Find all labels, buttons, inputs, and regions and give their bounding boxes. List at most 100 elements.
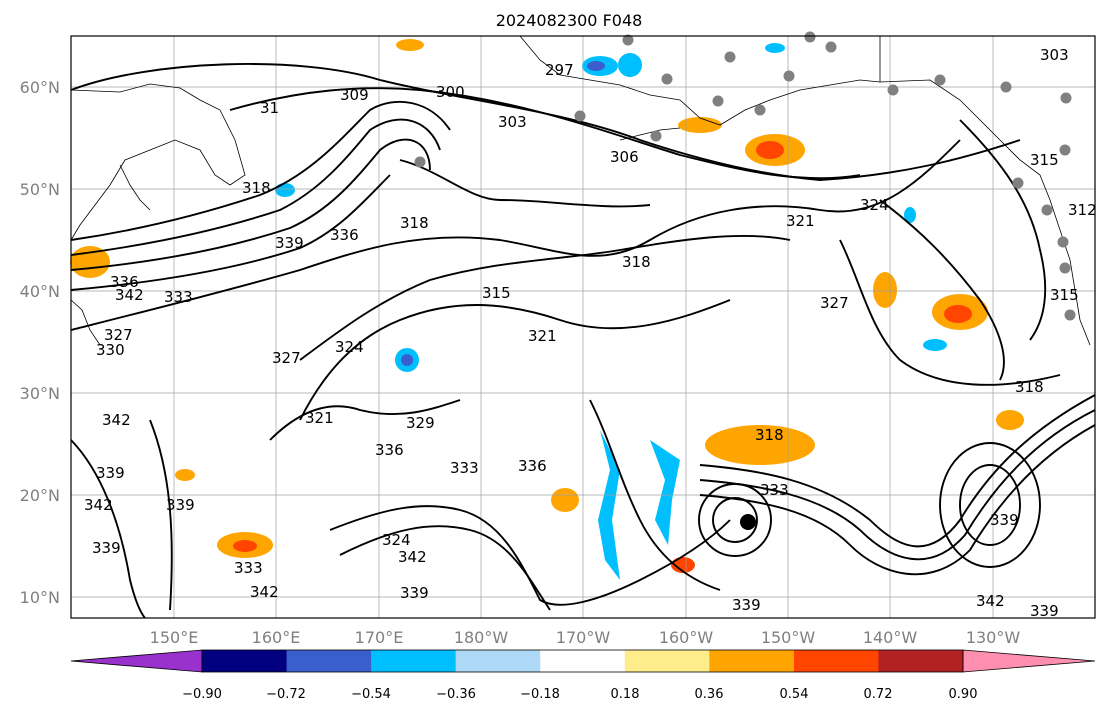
contour-label: 324 [860, 196, 889, 214]
contour-line [839, 239, 1061, 386]
contour-line [959, 119, 1047, 341]
station-marker [414, 156, 426, 168]
colorbar [70, 649, 1096, 673]
contour-label: 297 [545, 61, 574, 79]
contour-label: 315 [482, 284, 511, 302]
shading-layer [70, 39, 1024, 580]
coastlines [70, 35, 1091, 346]
station-marker [574, 110, 586, 122]
shade-patch [275, 183, 295, 197]
lon-label: 170°W [556, 628, 611, 647]
contour-label: 31 [260, 99, 279, 117]
colorbar-segment [793, 650, 879, 672]
colorbar-tick-label: 0.18 [611, 687, 640, 702]
shade-patch [587, 61, 605, 71]
station-marker [1000, 81, 1012, 93]
contour-line [299, 299, 731, 421]
contour-label: 303 [1040, 46, 1069, 64]
contour-label: 342 [250, 583, 279, 601]
colorbar-tick-label: −0.72 [266, 687, 306, 702]
contour-label: 339 [96, 464, 125, 482]
station-marker [622, 34, 634, 46]
contour-label: 315 [1050, 286, 1079, 304]
lon-label: 150°W [761, 628, 816, 647]
contour-label: 318 [622, 253, 651, 271]
shade-patch [756, 141, 784, 159]
shade-patch [765, 43, 785, 53]
colorbar-segment [878, 650, 964, 672]
contour-label: 333 [450, 459, 479, 477]
contour-label: 342 [84, 496, 113, 514]
station-marker [1041, 204, 1053, 216]
colorbar-segment [709, 650, 795, 672]
contour-line [712, 497, 758, 543]
shade-patch [396, 39, 424, 51]
contour-line [698, 483, 772, 557]
contour-label: 336 [518, 457, 547, 475]
contour-label: 339 [166, 496, 195, 514]
lon-label: 130°W [966, 628, 1021, 647]
coastline-north-america [879, 36, 1091, 346]
contour-line [699, 409, 1096, 561]
contour-label: 321 [305, 409, 334, 427]
station-marker [754, 104, 766, 116]
contour-label: 324 [382, 531, 411, 549]
contour-line [939, 442, 1041, 568]
colorbar-extend-low [70, 649, 203, 673]
contour-line [229, 87, 861, 180]
colorbar-tick-label: 0.72 [864, 687, 893, 702]
contour-layer [70, 63, 1096, 619]
colorbar-extend-high [962, 649, 1096, 673]
colorbar-segment [624, 650, 710, 672]
station-marker [1059, 262, 1071, 274]
contour-line [70, 174, 391, 291]
shade-patch [705, 425, 815, 465]
contour-label: 339 [1030, 602, 1059, 620]
station-marker [887, 84, 899, 96]
contour-line [149, 419, 173, 611]
contour-label: 342 [115, 286, 144, 304]
contour-line [589, 399, 721, 591]
contour-label: 342 [398, 548, 427, 566]
shade-patch [671, 557, 695, 573]
contour-line [959, 464, 1021, 546]
contour-line [299, 234, 791, 361]
station-marker [934, 74, 946, 86]
contour-label: 342 [976, 592, 1005, 610]
colorbar-tick-label: −0.36 [436, 687, 476, 702]
contour-label: 336 [110, 273, 139, 291]
coastline-alaska [519, 35, 881, 126]
shade-patch [678, 117, 722, 133]
contour-labels: 309 300 303 306 31 318 339 336 318 315 3… [84, 46, 1097, 620]
contour-label: 342 [102, 411, 131, 429]
map-title: 2024082300 F048 [496, 11, 643, 30]
colorbar-segment [371, 650, 457, 672]
contour-label: 339 [400, 584, 429, 602]
longitude-labels: 150°E 160°E 170°E 180°W 170°W 160°W 150°… [150, 628, 1021, 647]
station-marker [783, 70, 795, 82]
shade-patch [598, 430, 620, 580]
contour-line [339, 525, 551, 611]
coastline-aleutians [619, 127, 681, 141]
colorbar-tick-label: −0.54 [351, 687, 391, 702]
contour-line [699, 424, 1096, 576]
shade-patch [650, 440, 680, 545]
contour-label: 306 [610, 148, 639, 166]
contour-line [70, 138, 431, 271]
contour-line [70, 100, 451, 241]
station-marker [1064, 309, 1076, 321]
colorbar-tick-label: −0.90 [182, 687, 222, 702]
station-marker [1012, 177, 1024, 189]
contour-line [879, 199, 1005, 381]
contour-label: 327 [820, 294, 849, 312]
colorbar-tick-label: 0.54 [780, 687, 809, 702]
shade-patch [873, 272, 897, 308]
colorbar-tick-label: −0.18 [520, 687, 560, 702]
contour-label: 321 [528, 327, 557, 345]
lat-label: 50°N [20, 180, 60, 199]
gridlines [71, 36, 1095, 618]
lon-label: 180°W [454, 628, 509, 647]
contour-label: 333 [164, 288, 193, 306]
lon-label: 150°E [150, 628, 199, 647]
contour-label: 324 [335, 338, 364, 356]
